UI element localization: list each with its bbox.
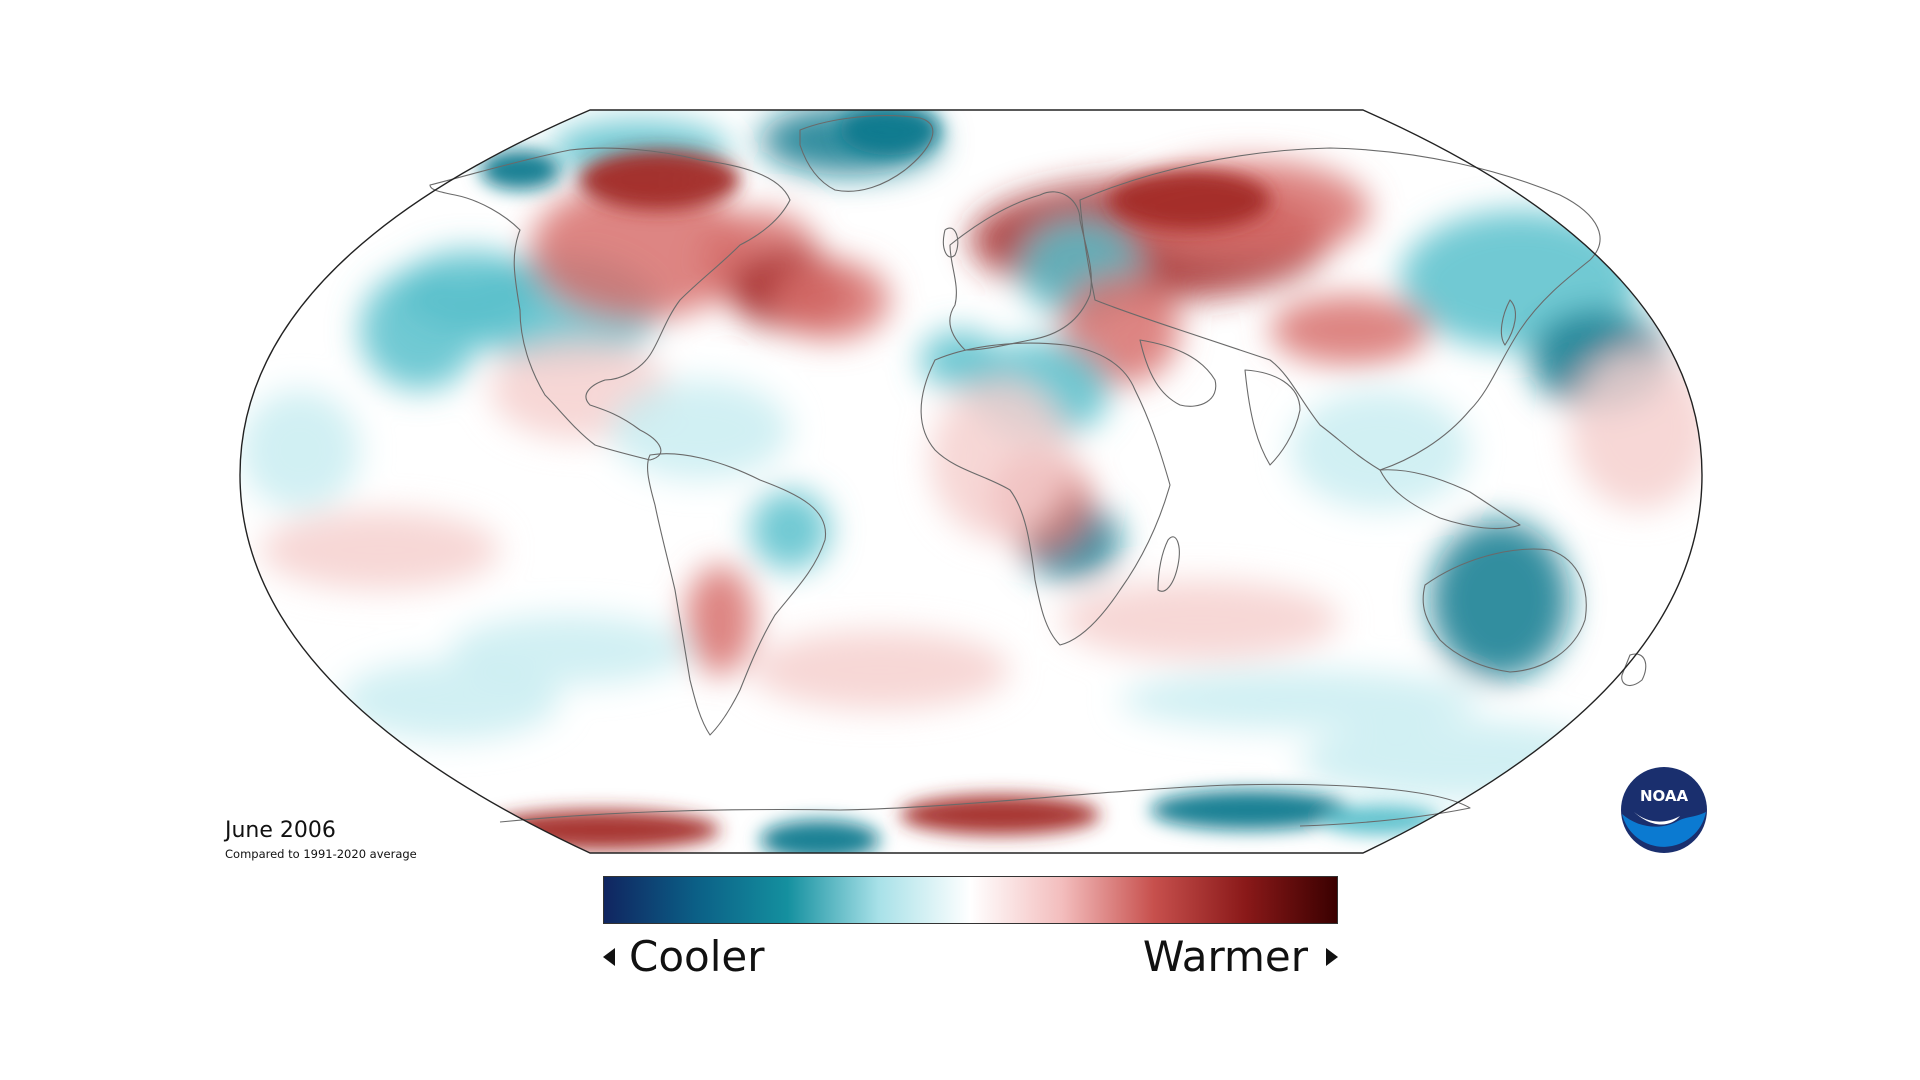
coastlines xyxy=(429,115,1647,827)
map-date: June 2006 xyxy=(225,818,336,843)
anomaly-region xyxy=(1110,170,1270,230)
anomaly-field xyxy=(240,110,1702,853)
anomaly-region xyxy=(480,150,560,190)
anomaly-region xyxy=(920,330,1000,390)
right-arrow-icon xyxy=(1326,948,1338,966)
anomaly-region xyxy=(1300,720,1620,800)
anomaly-region xyxy=(260,510,500,590)
anomaly-region xyxy=(840,110,940,155)
baseline-note: Compared to 1991-2020 average xyxy=(225,847,417,861)
anomaly-colorbar xyxy=(603,876,1338,924)
anomaly-region xyxy=(750,630,1010,710)
anomaly-region xyxy=(580,150,740,210)
warmer-label-group: Warmer xyxy=(1143,932,1338,982)
anomaly-region xyxy=(360,270,480,390)
anomaly-region xyxy=(1150,790,1350,830)
anomaly-region xyxy=(340,660,560,740)
anomaly-region xyxy=(1290,390,1470,510)
warmer-label: Warmer xyxy=(1142,932,1308,981)
anomaly-region xyxy=(770,260,890,340)
logo-text: NOAA xyxy=(1640,787,1689,805)
anomaly-region xyxy=(760,820,880,853)
map-outline xyxy=(239,109,1703,854)
anomaly-region xyxy=(1570,350,1702,510)
left-arrow-icon xyxy=(603,948,615,966)
anomaly-region xyxy=(685,565,755,675)
anomaly-region xyxy=(530,180,750,320)
cooler-label: Cooler xyxy=(629,932,765,981)
anomaly-region xyxy=(1430,520,1570,680)
anomaly-region xyxy=(1320,805,1440,835)
cooler-label-group: Cooler xyxy=(603,932,765,982)
anomaly-region xyxy=(1120,670,1480,730)
noaa-logo: NOAA xyxy=(1621,767,1707,853)
anomaly-region xyxy=(1270,295,1430,365)
anomaly-region xyxy=(1060,580,1340,660)
anomaly-region xyxy=(750,490,830,570)
anomaly-region xyxy=(930,380,1070,540)
anomaly-region xyxy=(610,380,790,480)
anomaly-region xyxy=(240,390,360,510)
